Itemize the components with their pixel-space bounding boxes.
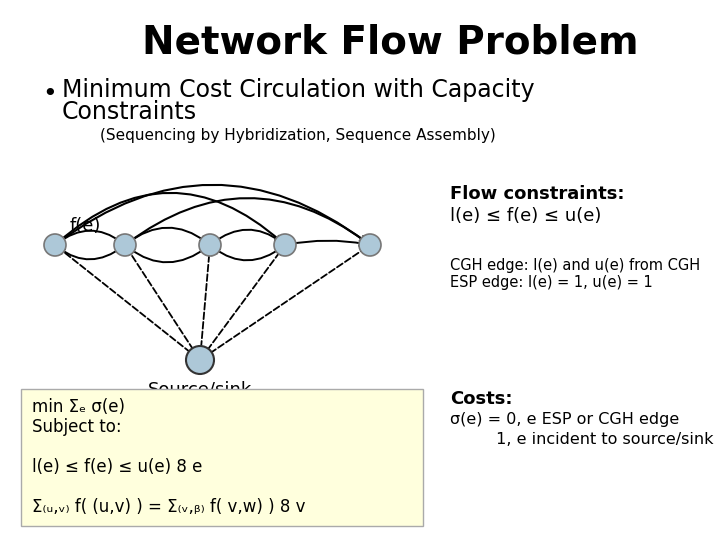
Text: 1, e incident to source/sink: 1, e incident to source/sink	[450, 432, 714, 447]
Circle shape	[199, 234, 221, 256]
FancyBboxPatch shape	[21, 389, 423, 526]
Circle shape	[44, 234, 66, 256]
Text: Subject to:: Subject to:	[32, 418, 122, 436]
Circle shape	[186, 346, 214, 374]
Circle shape	[114, 234, 136, 256]
Text: Costs:: Costs:	[450, 390, 513, 408]
Text: l(e) ≤ f(e) ≤ u(e): l(e) ≤ f(e) ≤ u(e)	[450, 207, 601, 225]
Text: l(e) ≤ f(e) ≤ u(e) 8 e: l(e) ≤ f(e) ≤ u(e) 8 e	[32, 458, 202, 476]
Text: •: •	[42, 82, 57, 106]
Text: Flow constraints:: Flow constraints:	[450, 185, 624, 203]
Circle shape	[274, 234, 296, 256]
Circle shape	[359, 234, 381, 256]
Text: Network Flow Problem: Network Flow Problem	[142, 23, 639, 61]
Text: Source/sink: Source/sink	[148, 380, 252, 398]
Text: Constraints: Constraints	[62, 100, 197, 124]
Text: f(e): f(e)	[70, 217, 102, 235]
Text: Minimum Cost Circulation with Capacity: Minimum Cost Circulation with Capacity	[62, 78, 535, 102]
Text: Σ₍ᵤ,ᵥ₎ f( (u,v) ) = Σ₍ᵥ,ᵦ₎ f( v,w) ) 8 v: Σ₍ᵤ,ᵥ₎ f( (u,v) ) = Σ₍ᵥ,ᵦ₎ f( v,w) ) 8 v	[32, 498, 305, 516]
Text: (Sequencing by Hybridization, Sequence Assembly): (Sequencing by Hybridization, Sequence A…	[100, 128, 496, 143]
Text: σ(e) = 0, e ESP or CGH edge: σ(e) = 0, e ESP or CGH edge	[450, 412, 679, 427]
Text: CGH edge: l(e) and u(e) from CGH
ESP edge: l(e) = 1, u(e) = 1: CGH edge: l(e) and u(e) from CGH ESP edg…	[450, 258, 700, 291]
Text: min Σₑ σ(e): min Σₑ σ(e)	[32, 398, 125, 416]
